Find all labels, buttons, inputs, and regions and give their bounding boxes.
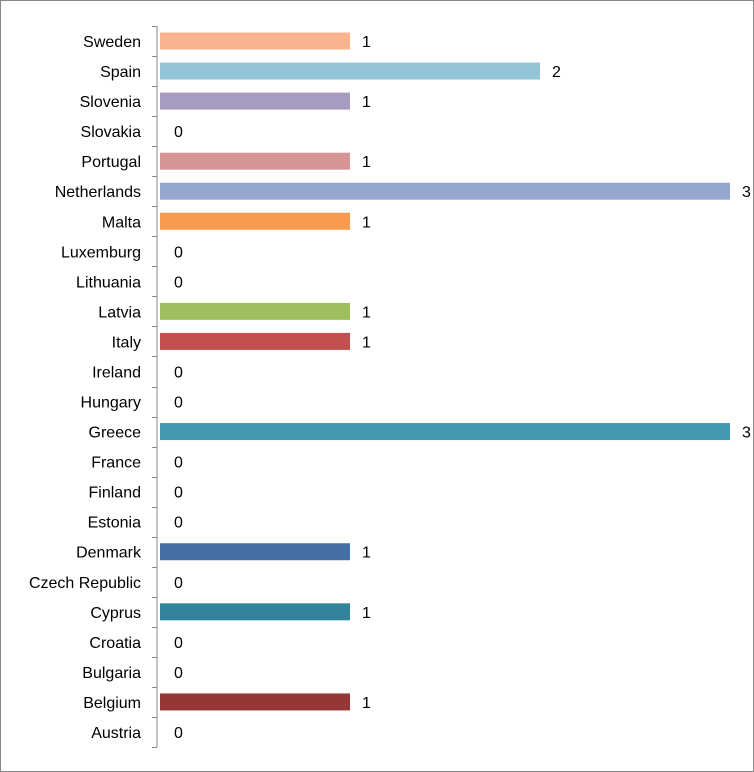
data-label: 1 [362, 545, 371, 562]
data-label: 0 [174, 274, 183, 291]
bar [160, 212, 350, 230]
data-label: 3 [742, 425, 751, 442]
bar [160, 693, 350, 711]
bar [160, 92, 350, 110]
data-label: 1 [362, 154, 371, 171]
category-label: Greece [89, 425, 142, 442]
data-label: 1 [362, 214, 371, 231]
category-label: Slovenia [80, 94, 141, 111]
category-label: Hungary [81, 395, 141, 412]
data-label: 0 [174, 485, 183, 502]
bar [160, 302, 350, 320]
bar [160, 62, 540, 80]
category-label: Finland [89, 485, 141, 502]
data-label: 1 [362, 304, 371, 321]
category-label: Croatia [89, 635, 141, 652]
data-label: 1 [362, 695, 371, 712]
category-label: Luxemburg [61, 244, 141, 261]
category-label: Cyprus [90, 605, 141, 622]
category-label: Netherlands [55, 184, 141, 201]
data-label: 0 [174, 575, 183, 592]
category-label: Malta [102, 214, 141, 231]
bar [160, 543, 350, 561]
data-label: 0 [174, 635, 183, 652]
bar [160, 603, 350, 621]
data-label: 0 [174, 395, 183, 412]
data-label: 3 [742, 184, 751, 201]
data-label: 0 [174, 124, 183, 141]
data-label: 0 [174, 725, 183, 742]
category-label: Lithuania [76, 274, 141, 291]
bar [160, 152, 350, 170]
category-label: Belgium [83, 695, 141, 712]
data-label: 1 [362, 334, 371, 351]
category-label: Spain [100, 64, 141, 81]
category-label: Latvia [98, 304, 141, 321]
data-label: 0 [174, 515, 183, 532]
category-label: Slovakia [81, 124, 142, 141]
data-label: 2 [552, 64, 561, 81]
category-label: Bulgaria [82, 665, 141, 682]
data-label: 1 [362, 34, 371, 51]
category-label: Austria [91, 725, 141, 742]
category-label: Sweden [83, 34, 141, 51]
data-label: 0 [174, 455, 183, 472]
category-label: Ireland [92, 364, 141, 381]
category-label: France [91, 455, 141, 472]
data-label: 1 [362, 94, 371, 111]
data-label: 1 [362, 605, 371, 622]
data-label: 0 [174, 665, 183, 682]
category-label: Czech Republic [29, 575, 141, 592]
category-label: Italy [112, 334, 141, 351]
category-label: Portugal [81, 154, 141, 171]
data-label: 0 [174, 244, 183, 261]
category-label: Estonia [88, 515, 141, 532]
bar [160, 182, 730, 200]
data-label: 0 [174, 364, 183, 381]
bar [160, 32, 350, 50]
bar [160, 423, 730, 441]
bar [160, 332, 350, 350]
category-label: Denmark [76, 545, 142, 562]
